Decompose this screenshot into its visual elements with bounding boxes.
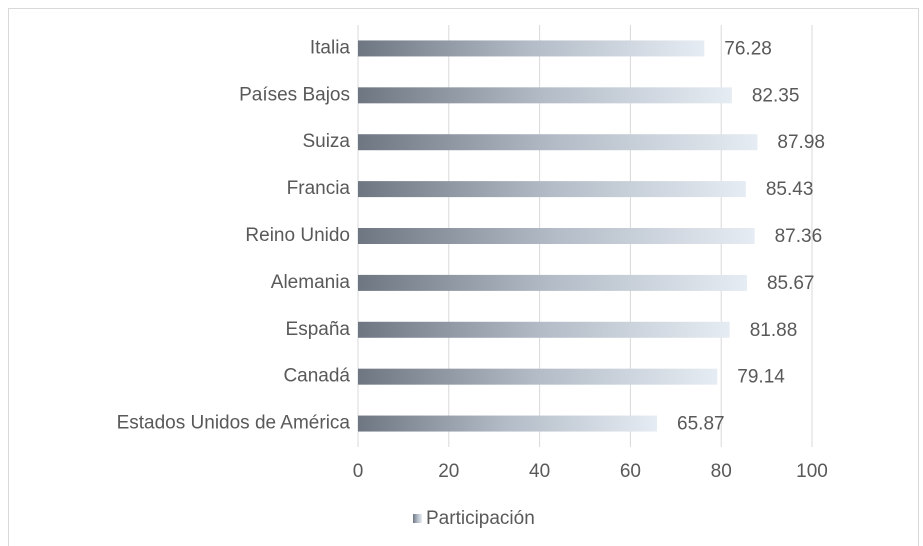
x-tick-label: 60 <box>620 461 641 482</box>
x-tick-label: 100 <box>796 461 828 482</box>
data-label: 85.43 <box>766 179 814 200</box>
bar <box>358 274 747 291</box>
bar <box>358 321 730 338</box>
bar <box>358 368 718 385</box>
chart-frame <box>8 8 919 546</box>
bar <box>358 415 658 432</box>
legend-label: Participación <box>426 508 535 529</box>
legend-swatch <box>413 514 422 523</box>
bar <box>358 87 732 104</box>
data-label: 87.36 <box>775 226 823 247</box>
x-tick-label: 0 <box>353 461 364 482</box>
y-tick-label: Canadá <box>283 366 350 387</box>
y-tick-label: Estados Unidos de América <box>117 413 351 434</box>
x-tick-label: 80 <box>711 461 732 482</box>
data-label: 76.28 <box>724 38 772 59</box>
bar <box>358 134 758 151</box>
data-label: 87.98 <box>777 132 825 153</box>
y-tick-label: España <box>286 319 351 340</box>
x-tick-label: 20 <box>438 461 459 482</box>
data-label: 65.87 <box>677 414 725 435</box>
y-tick-label: Italia <box>310 37 351 58</box>
data-label: 85.67 <box>767 273 815 294</box>
y-tick-label: Países Bajos <box>239 84 350 105</box>
bar <box>358 181 746 198</box>
y-tick-label: Suiza <box>302 131 350 152</box>
y-tick-label: Alemania <box>271 272 351 293</box>
y-tick-label: Reino Unido <box>245 225 350 246</box>
bar <box>358 228 755 244</box>
data-label: 79.14 <box>737 367 785 388</box>
data-label: 81.88 <box>750 320 798 341</box>
y-tick-label: Francia <box>287 178 351 199</box>
data-label: 82.35 <box>752 85 800 106</box>
x-tick-label: 40 <box>529 461 550 482</box>
bar <box>358 40 705 57</box>
